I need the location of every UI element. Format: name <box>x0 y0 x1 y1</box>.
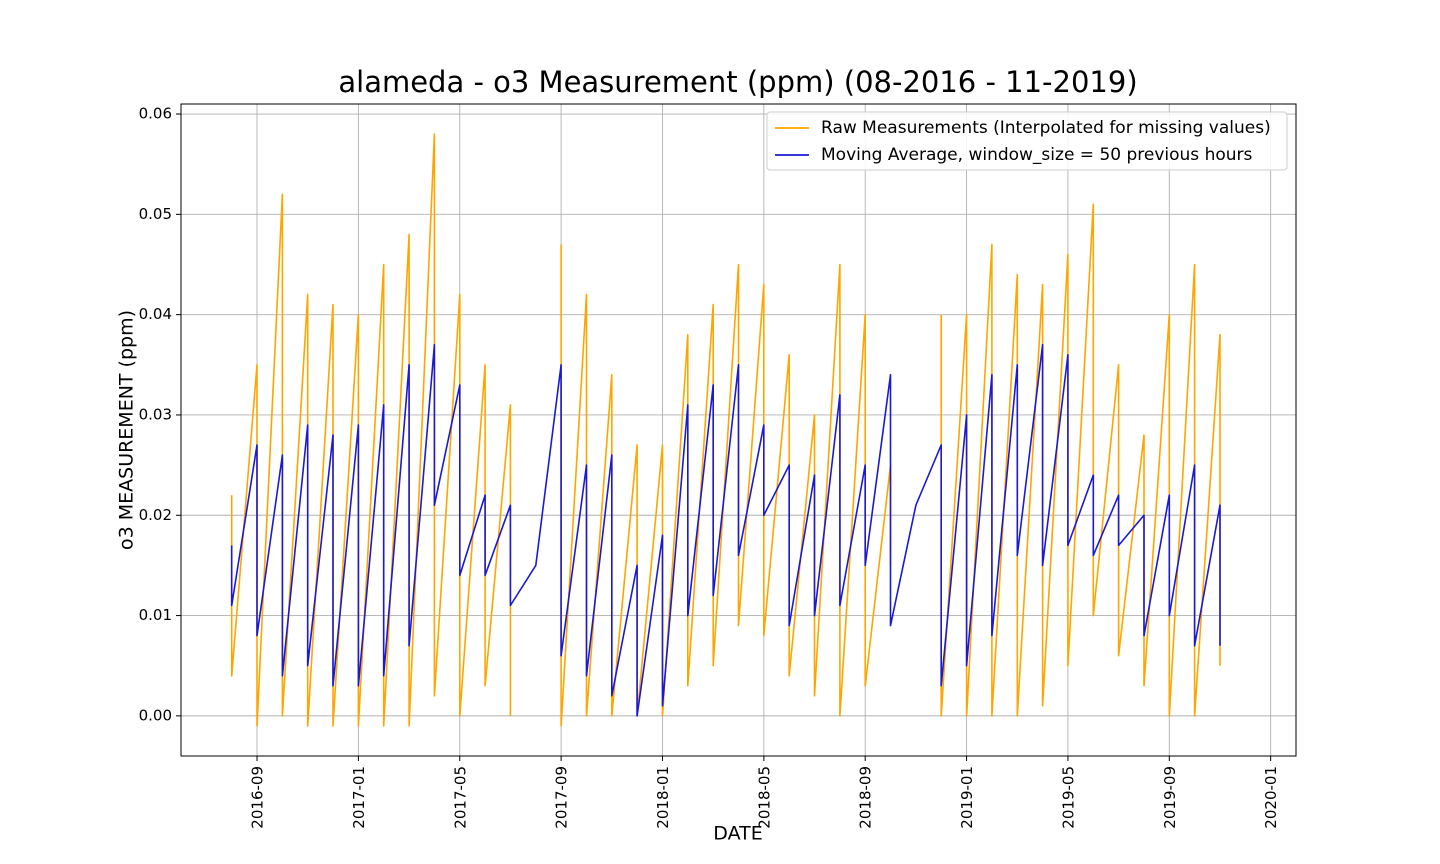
x-tick-label: 2017-05 <box>451 766 469 829</box>
x-tick-label: 2018-09 <box>857 766 875 829</box>
x-tick-label: 2020-01 <box>1262 766 1280 829</box>
y-axis-label: o3 MEASUREMENT (ppm) <box>116 310 138 550</box>
y-tick-label: 0.03 <box>139 405 172 423</box>
y-tick-label: 0.04 <box>139 305 172 323</box>
legend-box <box>766 111 1288 171</box>
x-axis-label: DATE <box>713 823 762 845</box>
x-tick-label: 2017-01 <box>350 766 368 829</box>
x-tick-label: 2019-05 <box>1059 766 1077 829</box>
legend-label: Moving Average, window_size = 50 previou… <box>821 145 1253 165</box>
x-tick-label: 2018-01 <box>654 766 672 829</box>
y-tick-label: 0.00 <box>139 706 172 724</box>
x-tick-label: 2018-05 <box>755 766 773 829</box>
x-tick-label: 2019-01 <box>958 766 976 829</box>
series-line <box>230 343 1221 717</box>
y-tick-label: 0.01 <box>139 606 172 624</box>
x-tick-label: 2019-09 <box>1161 766 1179 829</box>
chart-title: alameda - o3 Measurement (ppm) (08-2016 … <box>338 65 1137 99</box>
series-line <box>230 133 1221 727</box>
y-tick-label: 0.06 <box>139 105 172 123</box>
plot-frame <box>180 103 1297 757</box>
y-tick-label: 0.02 <box>139 506 172 524</box>
legend-label: Raw Measurements (Interpolated for missi… <box>821 118 1271 138</box>
x-tick-label: 2016-09 <box>249 766 267 829</box>
x-tick-label: 2017-09 <box>553 766 571 829</box>
y-tick-label: 0.05 <box>139 205 172 223</box>
